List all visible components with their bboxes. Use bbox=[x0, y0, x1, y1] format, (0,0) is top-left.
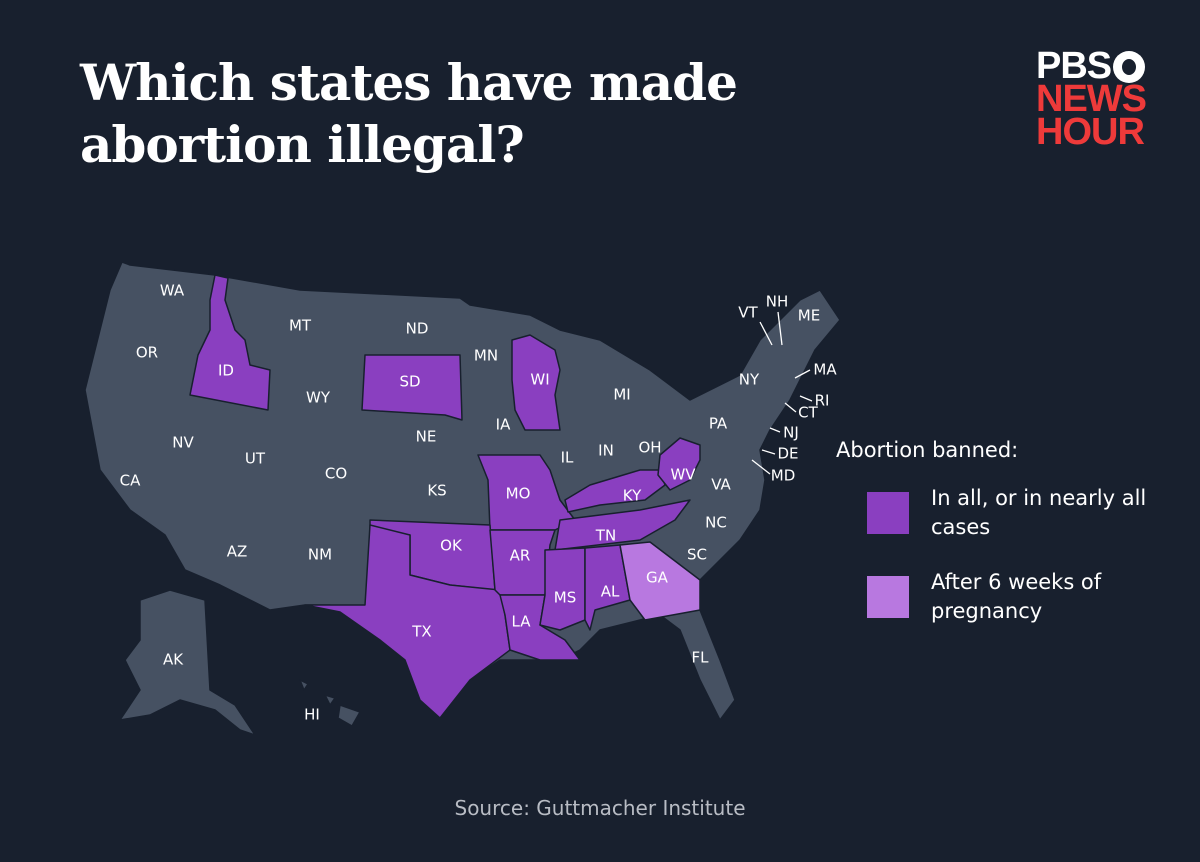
state-label-or: OR bbox=[136, 344, 158, 362]
state-label-tn: TN bbox=[595, 527, 616, 545]
label-leader-line bbox=[794, 369, 811, 379]
label-leader-line bbox=[777, 311, 783, 346]
state-label-ri: RI bbox=[815, 392, 830, 410]
state-label-mo: MO bbox=[506, 485, 531, 503]
state-label-ny: NY bbox=[739, 371, 760, 389]
label-leader-line bbox=[751, 459, 771, 475]
state-label-wi: WI bbox=[530, 371, 549, 389]
state-label-ca: CA bbox=[120, 472, 141, 490]
state-shape-id bbox=[189, 274, 271, 411]
state-shape-hi bbox=[299, 679, 309, 691]
state-shape-ga bbox=[619, 541, 701, 621]
state-label-nm: NM bbox=[308, 546, 332, 564]
logo-pbs: PBS bbox=[1036, 45, 1112, 87]
legend-item-banned-6-weeks: After 6 weeks of pregnancy bbox=[867, 568, 1151, 626]
state-shape-wv bbox=[657, 437, 701, 491]
legend-title: Abortion banned: bbox=[836, 438, 1019, 462]
source-note: Source: Guttmacher Institute bbox=[454, 796, 746, 820]
state-label-mn: MN bbox=[474, 347, 498, 365]
state-label-ma: MA bbox=[813, 361, 837, 379]
state-label-il: IL bbox=[561, 449, 574, 467]
state-label-de: DE bbox=[777, 445, 798, 463]
state-shape-hi bbox=[337, 704, 361, 727]
pbs-head-icon bbox=[1113, 50, 1146, 83]
label-leader-line bbox=[799, 395, 813, 402]
state-label-id: ID bbox=[218, 362, 234, 380]
state-label-sd: SD bbox=[399, 373, 420, 391]
state-label-ut: UT bbox=[245, 450, 266, 468]
state-label-ct: CT bbox=[798, 404, 818, 422]
state-label-al: AL bbox=[601, 583, 620, 601]
state-label-nj: NJ bbox=[783, 424, 799, 442]
page-title: Which states have made abortion illegal? bbox=[80, 53, 738, 174]
state-label-vt: VT bbox=[738, 304, 758, 322]
state-label-wy: WY bbox=[306, 389, 331, 407]
state-label-oh: OH bbox=[638, 439, 661, 457]
label-leader-line bbox=[759, 321, 773, 346]
state-label-mi: MI bbox=[613, 386, 630, 404]
state-shape-ky bbox=[564, 469, 666, 513]
state-label-ar: AR bbox=[510, 547, 531, 565]
state-label-md: MD bbox=[771, 467, 796, 485]
state-shape-sd bbox=[361, 354, 463, 421]
state-label-hi: HI bbox=[304, 706, 320, 724]
state-label-nc: NC bbox=[705, 514, 727, 532]
state-label-ga: GA bbox=[646, 569, 669, 587]
legend-label: In all, or in nearly all cases bbox=[931, 486, 1147, 539]
state-shape-ak bbox=[119, 589, 256, 736]
legend-swatch bbox=[867, 576, 909, 618]
logo-news: NEWS bbox=[1036, 78, 1147, 120]
legend: Abortion banned: In all, or in nearly al… bbox=[836, 438, 1151, 652]
state-label-ks: KS bbox=[427, 482, 446, 500]
state-label-tx: TX bbox=[411, 623, 431, 641]
state-label-nh: NH bbox=[766, 293, 789, 311]
state-shape-wi bbox=[511, 334, 561, 431]
legend-swatch bbox=[867, 492, 909, 534]
state-label-ms: MS bbox=[554, 589, 576, 607]
state-label-wv: WV bbox=[670, 466, 696, 484]
state-label-fl: FL bbox=[692, 649, 710, 667]
state-label-az: AZ bbox=[227, 543, 248, 561]
state-label-ne: NE bbox=[416, 428, 437, 446]
logo-hour: HOUR bbox=[1036, 111, 1145, 153]
state-label-sc: SC bbox=[687, 546, 707, 564]
state-label-nv: NV bbox=[172, 434, 194, 452]
state-label-ak: AK bbox=[163, 651, 184, 669]
state-label-ia: IA bbox=[496, 416, 511, 434]
state-label-ok: OK bbox=[440, 537, 463, 555]
state-label-co: CO bbox=[325, 465, 347, 483]
state-label-la: LA bbox=[512, 613, 532, 631]
label-leader-line bbox=[761, 449, 776, 455]
label-leader-line bbox=[784, 402, 797, 413]
state-shape-tx bbox=[304, 524, 511, 719]
state-label-mt: MT bbox=[289, 317, 312, 335]
pbs-newshour-logo: PBS NEWS HOUR bbox=[1036, 45, 1147, 153]
state-label-ky: KY bbox=[623, 487, 642, 505]
state-label-pa: PA bbox=[709, 415, 728, 433]
state-label-in: IN bbox=[598, 442, 614, 460]
state-label-va: VA bbox=[711, 476, 731, 494]
state-label-me: ME bbox=[798, 307, 820, 325]
legend-item-banned-all: In all, or in nearly all cases bbox=[867, 484, 1151, 542]
label-leader-line bbox=[769, 427, 781, 433]
state-shape-hi bbox=[324, 694, 336, 706]
state-label-nd: ND bbox=[406, 320, 429, 338]
legend-label: After 6 weeks of pregnancy bbox=[931, 570, 1102, 623]
state-label-wa: WA bbox=[160, 282, 185, 300]
